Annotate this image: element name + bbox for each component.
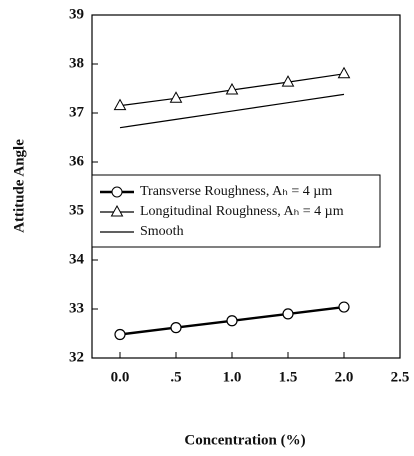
- marker: [113, 98, 127, 111]
- marker: [226, 315, 238, 327]
- x-tick-label: 2.0: [335, 369, 354, 385]
- x-axis-label: Concentration (%): [184, 432, 305, 448]
- x-tick-label: 2.5: [391, 369, 410, 385]
- legend-label: Longitudinal Roughness, Aₕ = 4 µm: [140, 204, 344, 219]
- series-line: [119, 93, 345, 129]
- legend-marker: [110, 204, 124, 217]
- y-tick-label: 32: [69, 349, 84, 365]
- y-tick-label: 36: [69, 153, 85, 169]
- y-tick-label: 38: [69, 55, 84, 71]
- x-tick-label: 0.0: [111, 369, 130, 385]
- legend-marker: [111, 186, 123, 198]
- marker: [114, 328, 126, 341]
- y-tick-label: 39: [69, 6, 84, 22]
- y-tick-label: 37: [69, 104, 85, 120]
- x-tick-label: 1.0: [223, 369, 242, 385]
- y-tick-label: 34: [69, 251, 85, 267]
- marker: [338, 301, 350, 313]
- marker: [281, 75, 295, 87]
- legend-label: Smooth: [140, 224, 184, 239]
- x-tick-label: 1.5: [279, 369, 298, 385]
- marker: [169, 91, 183, 103]
- y-tick-label: 33: [69, 300, 84, 316]
- y-tick-label: 35: [69, 202, 84, 218]
- marker: [337, 66, 351, 79]
- marker: [282, 308, 294, 320]
- y-axis-label: Attitude Angle: [11, 139, 27, 233]
- legend-box: [91, 174, 381, 248]
- marker: [170, 322, 182, 334]
- legend-label: Transverse Roughness, Aₕ = 4 µm: [140, 184, 332, 199]
- x-tick-label: .5: [170, 369, 181, 385]
- marker: [225, 82, 239, 95]
